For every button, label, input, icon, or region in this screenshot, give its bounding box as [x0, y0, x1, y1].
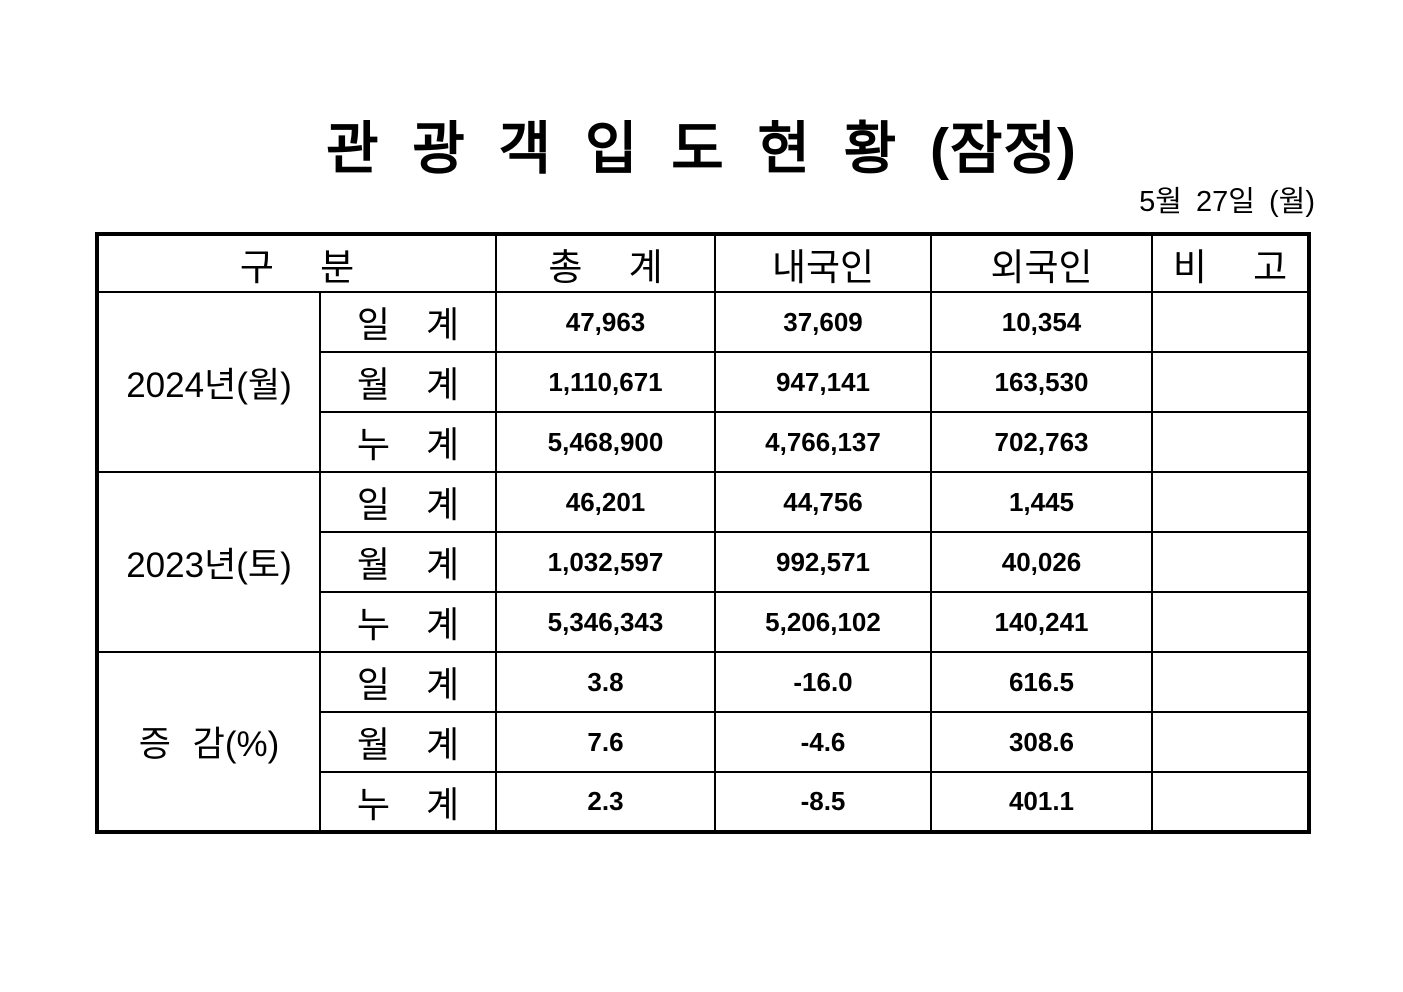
cell-foreign: 10,354	[930, 291, 1153, 353]
cell-foreign: 163,530	[930, 351, 1153, 413]
cell-note	[1151, 411, 1310, 473]
cell-note	[1151, 771, 1310, 833]
row-label: 일 계	[319, 651, 497, 713]
page-title: 관 광 객 입 도 현 황 (잠정)	[326, 117, 1077, 181]
cell-total: 5,346,343	[495, 591, 716, 653]
tourist-arrival-table: 구 분 총 계 내국인 외국인 비 고 2024년(월) 일 계 47,963 …	[95, 232, 1311, 834]
table-row: 누 계 5,346,343 5,206,102 140,241	[97, 591, 1310, 653]
cell-total: 3.8	[495, 651, 716, 713]
table-row: 월 계 1,110,671 947,141 163,530	[97, 351, 1310, 413]
cell-total: 1,110,671	[495, 351, 716, 413]
cell-domestic: 4,766,137	[714, 411, 932, 473]
cell-foreign: 40,026	[930, 531, 1153, 593]
header-foreign: 외국인	[930, 233, 1153, 293]
row-label: 월 계	[319, 531, 497, 593]
cell-foreign: 140,241	[930, 591, 1153, 653]
cell-domestic: 5,206,102	[714, 591, 932, 653]
cell-total: 7.6	[495, 711, 716, 773]
cell-domestic: -8.5	[714, 771, 932, 833]
cell-note	[1151, 351, 1310, 413]
cell-total: 2.3	[495, 771, 716, 833]
row-label: 월 계	[319, 351, 497, 413]
cell-foreign: 1,445	[930, 471, 1153, 533]
header-row: 구 분 총 계 내국인 외국인 비 고	[96, 233, 1310, 293]
cell-total: 1,032,597	[495, 531, 716, 593]
row-label: 누 계	[319, 411, 497, 473]
group-label-change-pct: 증 감(%)	[96, 651, 321, 833]
group-label-2023: 2023년(토)	[96, 471, 321, 653]
table-row: 누 계 5,468,900 4,766,137 702,763	[97, 411, 1310, 473]
cell-domestic: 947,141	[714, 351, 932, 413]
cell-note	[1151, 471, 1310, 533]
cell-note	[1151, 651, 1310, 713]
cell-note	[1151, 591, 1310, 653]
cell-note	[1151, 531, 1310, 593]
cell-foreign: 616.5	[930, 651, 1153, 713]
cell-total: 47,963	[495, 291, 716, 353]
header-note: 비 고	[1151, 233, 1310, 293]
report-date: 5월 27일 (월)	[1139, 186, 1315, 218]
table-row: 월 계 1,032,597 992,571 40,026	[97, 531, 1310, 593]
header-domestic: 내국인	[714, 233, 932, 293]
cell-domestic: -16.0	[714, 651, 932, 713]
table-row: 월 계 7.6 -4.6 308.6	[97, 711, 1310, 773]
header-total: 총 계	[495, 233, 716, 293]
cell-foreign: 401.1	[930, 771, 1153, 833]
cell-total: 46,201	[495, 471, 716, 533]
table-row: 누 계 2.3 -8.5 401.1	[97, 771, 1310, 833]
row-label: 월 계	[319, 711, 497, 773]
cell-domestic: -4.6	[714, 711, 932, 773]
row-label: 일 계	[319, 471, 497, 533]
cell-domestic: 992,571	[714, 531, 932, 593]
cell-domestic: 37,609	[714, 291, 932, 353]
row-label: 일 계	[319, 291, 497, 353]
cell-foreign: 308.6	[930, 711, 1153, 773]
cell-domestic: 44,756	[714, 471, 932, 533]
row-label: 누 계	[319, 771, 497, 833]
table-row: 2023년(토) 일 계 46,201 44,756 1,445	[96, 471, 1310, 653]
cell-note	[1151, 291, 1310, 353]
table-row: 증 감(%) 일 계 3.8 -16.0 616.5	[96, 651, 1310, 833]
table-row: 2024년(월) 일 계 47,963 37,609 10,354	[96, 291, 1310, 473]
cell-foreign: 702,763	[930, 411, 1153, 473]
row-label: 누 계	[319, 591, 497, 653]
cell-total: 5,468,900	[495, 411, 716, 473]
group-label-2024: 2024년(월)	[96, 291, 321, 473]
cell-note	[1151, 711, 1310, 773]
header-category: 구 분	[96, 233, 497, 293]
